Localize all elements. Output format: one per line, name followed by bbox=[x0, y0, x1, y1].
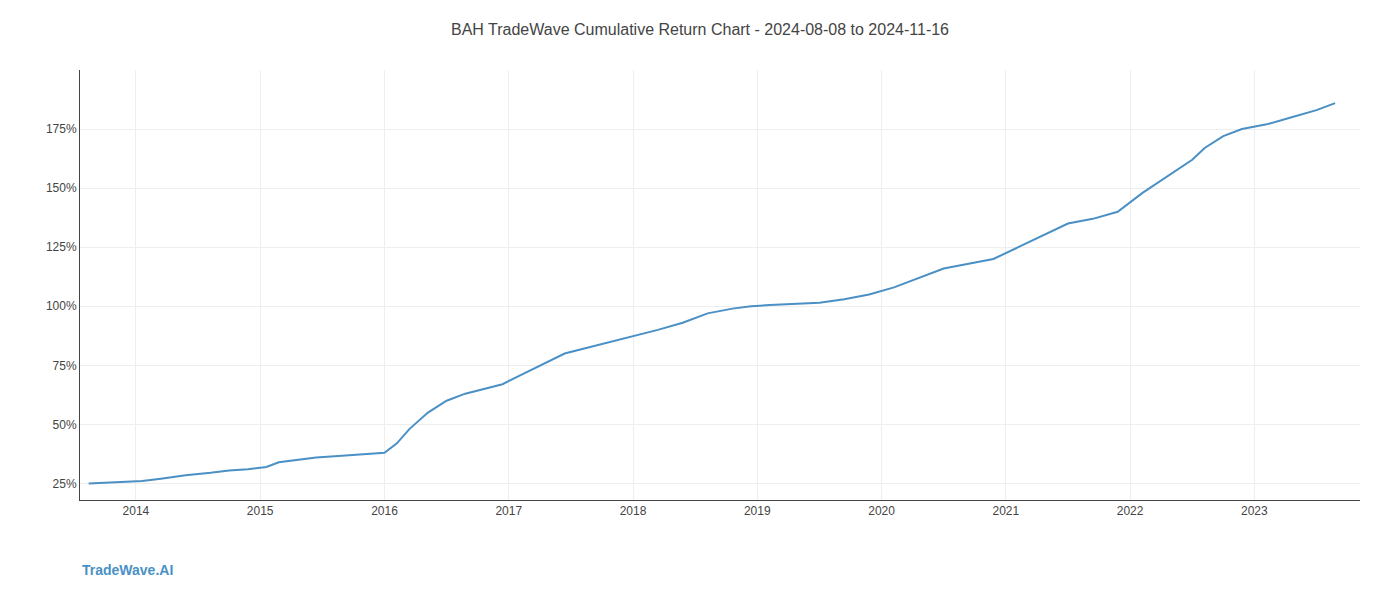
svg-text:2014: 2014 bbox=[123, 504, 150, 518]
svg-text:50%: 50% bbox=[53, 418, 77, 432]
svg-text:25%: 25% bbox=[53, 477, 77, 491]
svg-text:100%: 100% bbox=[46, 299, 77, 313]
svg-text:150%: 150% bbox=[46, 181, 77, 195]
svg-text:175%: 175% bbox=[46, 122, 77, 136]
svg-text:2020: 2020 bbox=[868, 504, 895, 518]
svg-text:2015: 2015 bbox=[247, 504, 274, 518]
svg-text:2018: 2018 bbox=[620, 504, 647, 518]
svg-text:2016: 2016 bbox=[371, 504, 398, 518]
svg-text:2017: 2017 bbox=[495, 504, 522, 518]
svg-text:2021: 2021 bbox=[992, 504, 1019, 518]
svg-text:BAH TradeWave Cumulative Retur: BAH TradeWave Cumulative Return Chart - … bbox=[451, 21, 949, 38]
svg-text:2023: 2023 bbox=[1241, 504, 1268, 518]
svg-text:2019: 2019 bbox=[744, 504, 771, 518]
svg-text:2022: 2022 bbox=[1117, 504, 1144, 518]
svg-text:75%: 75% bbox=[53, 359, 77, 373]
svg-text:125%: 125% bbox=[46, 240, 77, 254]
svg-text:TradeWave.AI: TradeWave.AI bbox=[82, 562, 173, 578]
